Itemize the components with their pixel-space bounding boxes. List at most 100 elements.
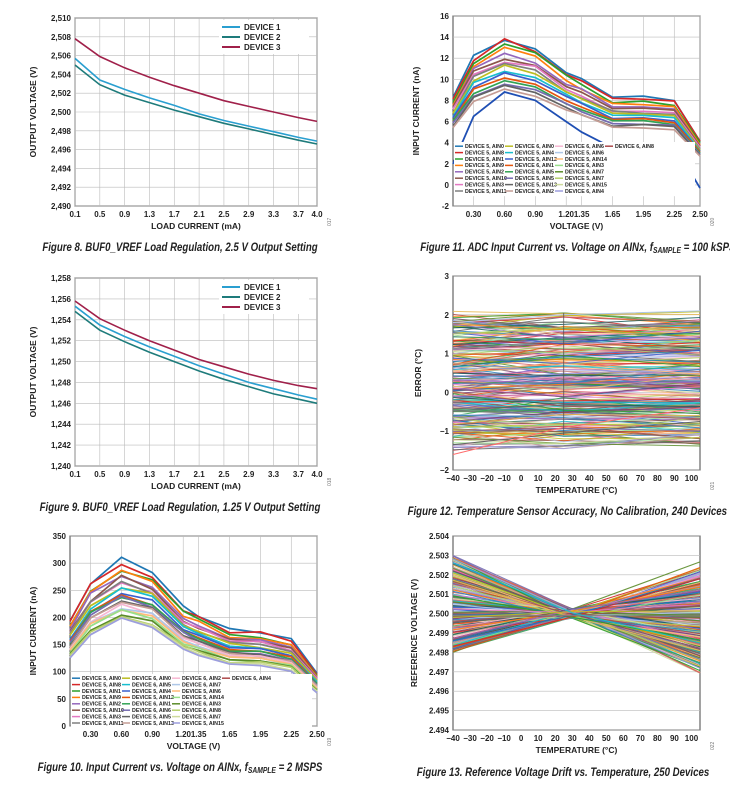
x-tick-label: 80: [653, 474, 662, 483]
series-line: [69, 609, 318, 689]
x-tick-label: 0.5: [94, 470, 106, 479]
figure-8-caption: Figure 8. BUF0_VREF Load Regulation, 2.5…: [42, 242, 318, 254]
x-tick-label: 2.9: [243, 470, 255, 479]
x-axis-title: VOLTAGE (V): [550, 221, 604, 231]
x-tick-label: 0: [519, 734, 524, 743]
x-axis-title: TEMPERATURE (°C): [536, 485, 618, 495]
legend-label: DEVICE 6, AIN4: [232, 676, 271, 682]
series-line: [69, 563, 318, 676]
series-line: [452, 71, 701, 152]
x-tick-label: 1.20: [558, 210, 574, 219]
y-tick-label: 2.501: [429, 590, 450, 599]
y-tick-label: -2: [442, 202, 450, 211]
figure-13-chart: −40 −30 −20 −10 0 10 20 30 40 50 60 70 80 90 100 2.494 2…: [403, 528, 723, 758]
series-line: [452, 61, 701, 148]
y-tick-label: 1,258: [51, 274, 72, 283]
legend-label: DEVICE 5, AIN0: [465, 144, 504, 150]
x-tick-label: −40: [446, 474, 460, 483]
legend-label: DEVICE 5, AIN0: [82, 676, 121, 682]
y-tick-label: 2.494: [429, 726, 450, 735]
series-line: [69, 603, 318, 689]
y-tick-label: 0: [62, 722, 67, 731]
x-tick-label: −10: [497, 474, 511, 483]
legend-label: DEVICE 6, AIN7: [565, 170, 604, 176]
y-tick-label: 300: [53, 559, 67, 568]
x-tick-label: 0.30: [466, 210, 482, 219]
legend-label: DEVICE 5, AIN5: [132, 714, 171, 720]
series-line: [452, 440, 701, 451]
x-tick-label: 80: [653, 734, 662, 743]
x-tick-label: 3.3: [268, 210, 280, 219]
y-tick-label: 2,510: [51, 14, 72, 23]
y-tick-label: 1,240: [51, 462, 72, 471]
legend-label: DEVICE 6, AIN8: [182, 708, 221, 714]
figure-10-caption-tail: = 2 MSPS: [275, 762, 323, 774]
legend-label: DEVICE 6, AIN5: [132, 682, 171, 688]
legend-label: DEVICE 1: [244, 283, 281, 292]
figure-number-label: 021: [710, 481, 716, 490]
y-tick-label: 2,500: [51, 108, 72, 117]
series-line: [69, 569, 318, 678]
y-tick-label: −1: [440, 427, 450, 436]
figure-9-chart: 0.1 0.5 0.9 1.3 1.7 2.1 2.5 2.9 3.3 3.7 4.0 1,240 1,…: [20, 268, 340, 498]
legend-label: DEVICE 5, AIN6: [182, 689, 221, 695]
x-tick-label: 3.7: [293, 470, 305, 479]
y-tick-label: 1: [445, 350, 450, 359]
y-tick-label: 12: [440, 54, 449, 63]
x-tick-label: −10: [497, 734, 511, 743]
series-line: [452, 589, 701, 640]
series-line: [69, 575, 318, 679]
legend-label: DEVICE 5, AIN15: [565, 182, 607, 188]
x-tick-label: 1.35: [191, 730, 207, 739]
legend-label: DEVICE 5, AIN10: [82, 708, 124, 714]
legend-label: DEVICE 5, AIN9: [465, 163, 504, 169]
x-tick-label: 4.0: [311, 470, 323, 479]
x-tick-label: 100: [685, 734, 699, 743]
legend-label: DEVICE 5, AIN2: [82, 702, 121, 708]
y-tick-label: 1,244: [51, 420, 72, 429]
series-line: [452, 37, 701, 142]
figure-number-label: 020: [710, 217, 716, 226]
series-line: [452, 570, 701, 649]
x-tick-label: 0: [519, 474, 524, 483]
legend-label: DEVICE 6, AIN4: [565, 189, 604, 195]
series-line: [452, 77, 701, 153]
figure-number-label: 022: [710, 741, 716, 750]
legend-label: DEVICE 5, AIN8: [465, 150, 504, 156]
y-axis-title: INPUT CURRENT (nA): [411, 66, 421, 155]
legend-label: DEVICE 3: [244, 303, 281, 312]
x-tick-label: 0.90: [145, 730, 161, 739]
x-tick-label: 0.30: [83, 730, 99, 739]
y-tick-label: 2.498: [429, 648, 450, 657]
series-line-device-1: [74, 305, 318, 400]
y-tick-label: 1,252: [51, 337, 72, 346]
y-tick-label: 200: [53, 613, 67, 622]
legend-label: DEVICE 6, AIN7: [182, 682, 221, 688]
y-tick-label: 2,504: [51, 70, 72, 79]
x-tick-label: 0.9: [119, 210, 131, 219]
y-tick-label: 1,242: [51, 441, 72, 450]
x-tick-label: 20: [551, 474, 560, 483]
legend-label: DEVICE 5, AIN8: [82, 682, 121, 688]
series-line: [452, 562, 701, 644]
series-line: [69, 617, 318, 694]
series-line: [452, 64, 701, 151]
x-tick-label: 2.1: [194, 210, 206, 219]
legend-label: DEVICE 5, AIN4: [132, 689, 171, 695]
legend-label: DEVICE 6, AIN5: [515, 170, 554, 176]
y-tick-label: 1,254: [51, 316, 72, 325]
x-tick-label: 40: [585, 734, 594, 743]
legend-label: DEVICE 5, AIN3: [82, 714, 121, 720]
x-tick-label: 0.5: [94, 210, 106, 219]
x-tick-label: 70: [636, 734, 645, 743]
x-axis-title: VOLTAGE (V): [167, 741, 221, 751]
x-tick-label: 10: [534, 474, 543, 483]
x-tick-label: −40: [446, 734, 460, 743]
series-line: [452, 39, 701, 142]
x-axis-title: LOAD CURRENT (mA): [151, 481, 241, 491]
series-line-device-3: [74, 38, 318, 123]
x-tick-label: −20: [480, 734, 494, 743]
series-line-device-1: [74, 57, 318, 142]
legend-label: DEVICE 5, AIN12: [132, 695, 174, 701]
legend-label: DEVICE 6, AIN2: [182, 676, 221, 682]
